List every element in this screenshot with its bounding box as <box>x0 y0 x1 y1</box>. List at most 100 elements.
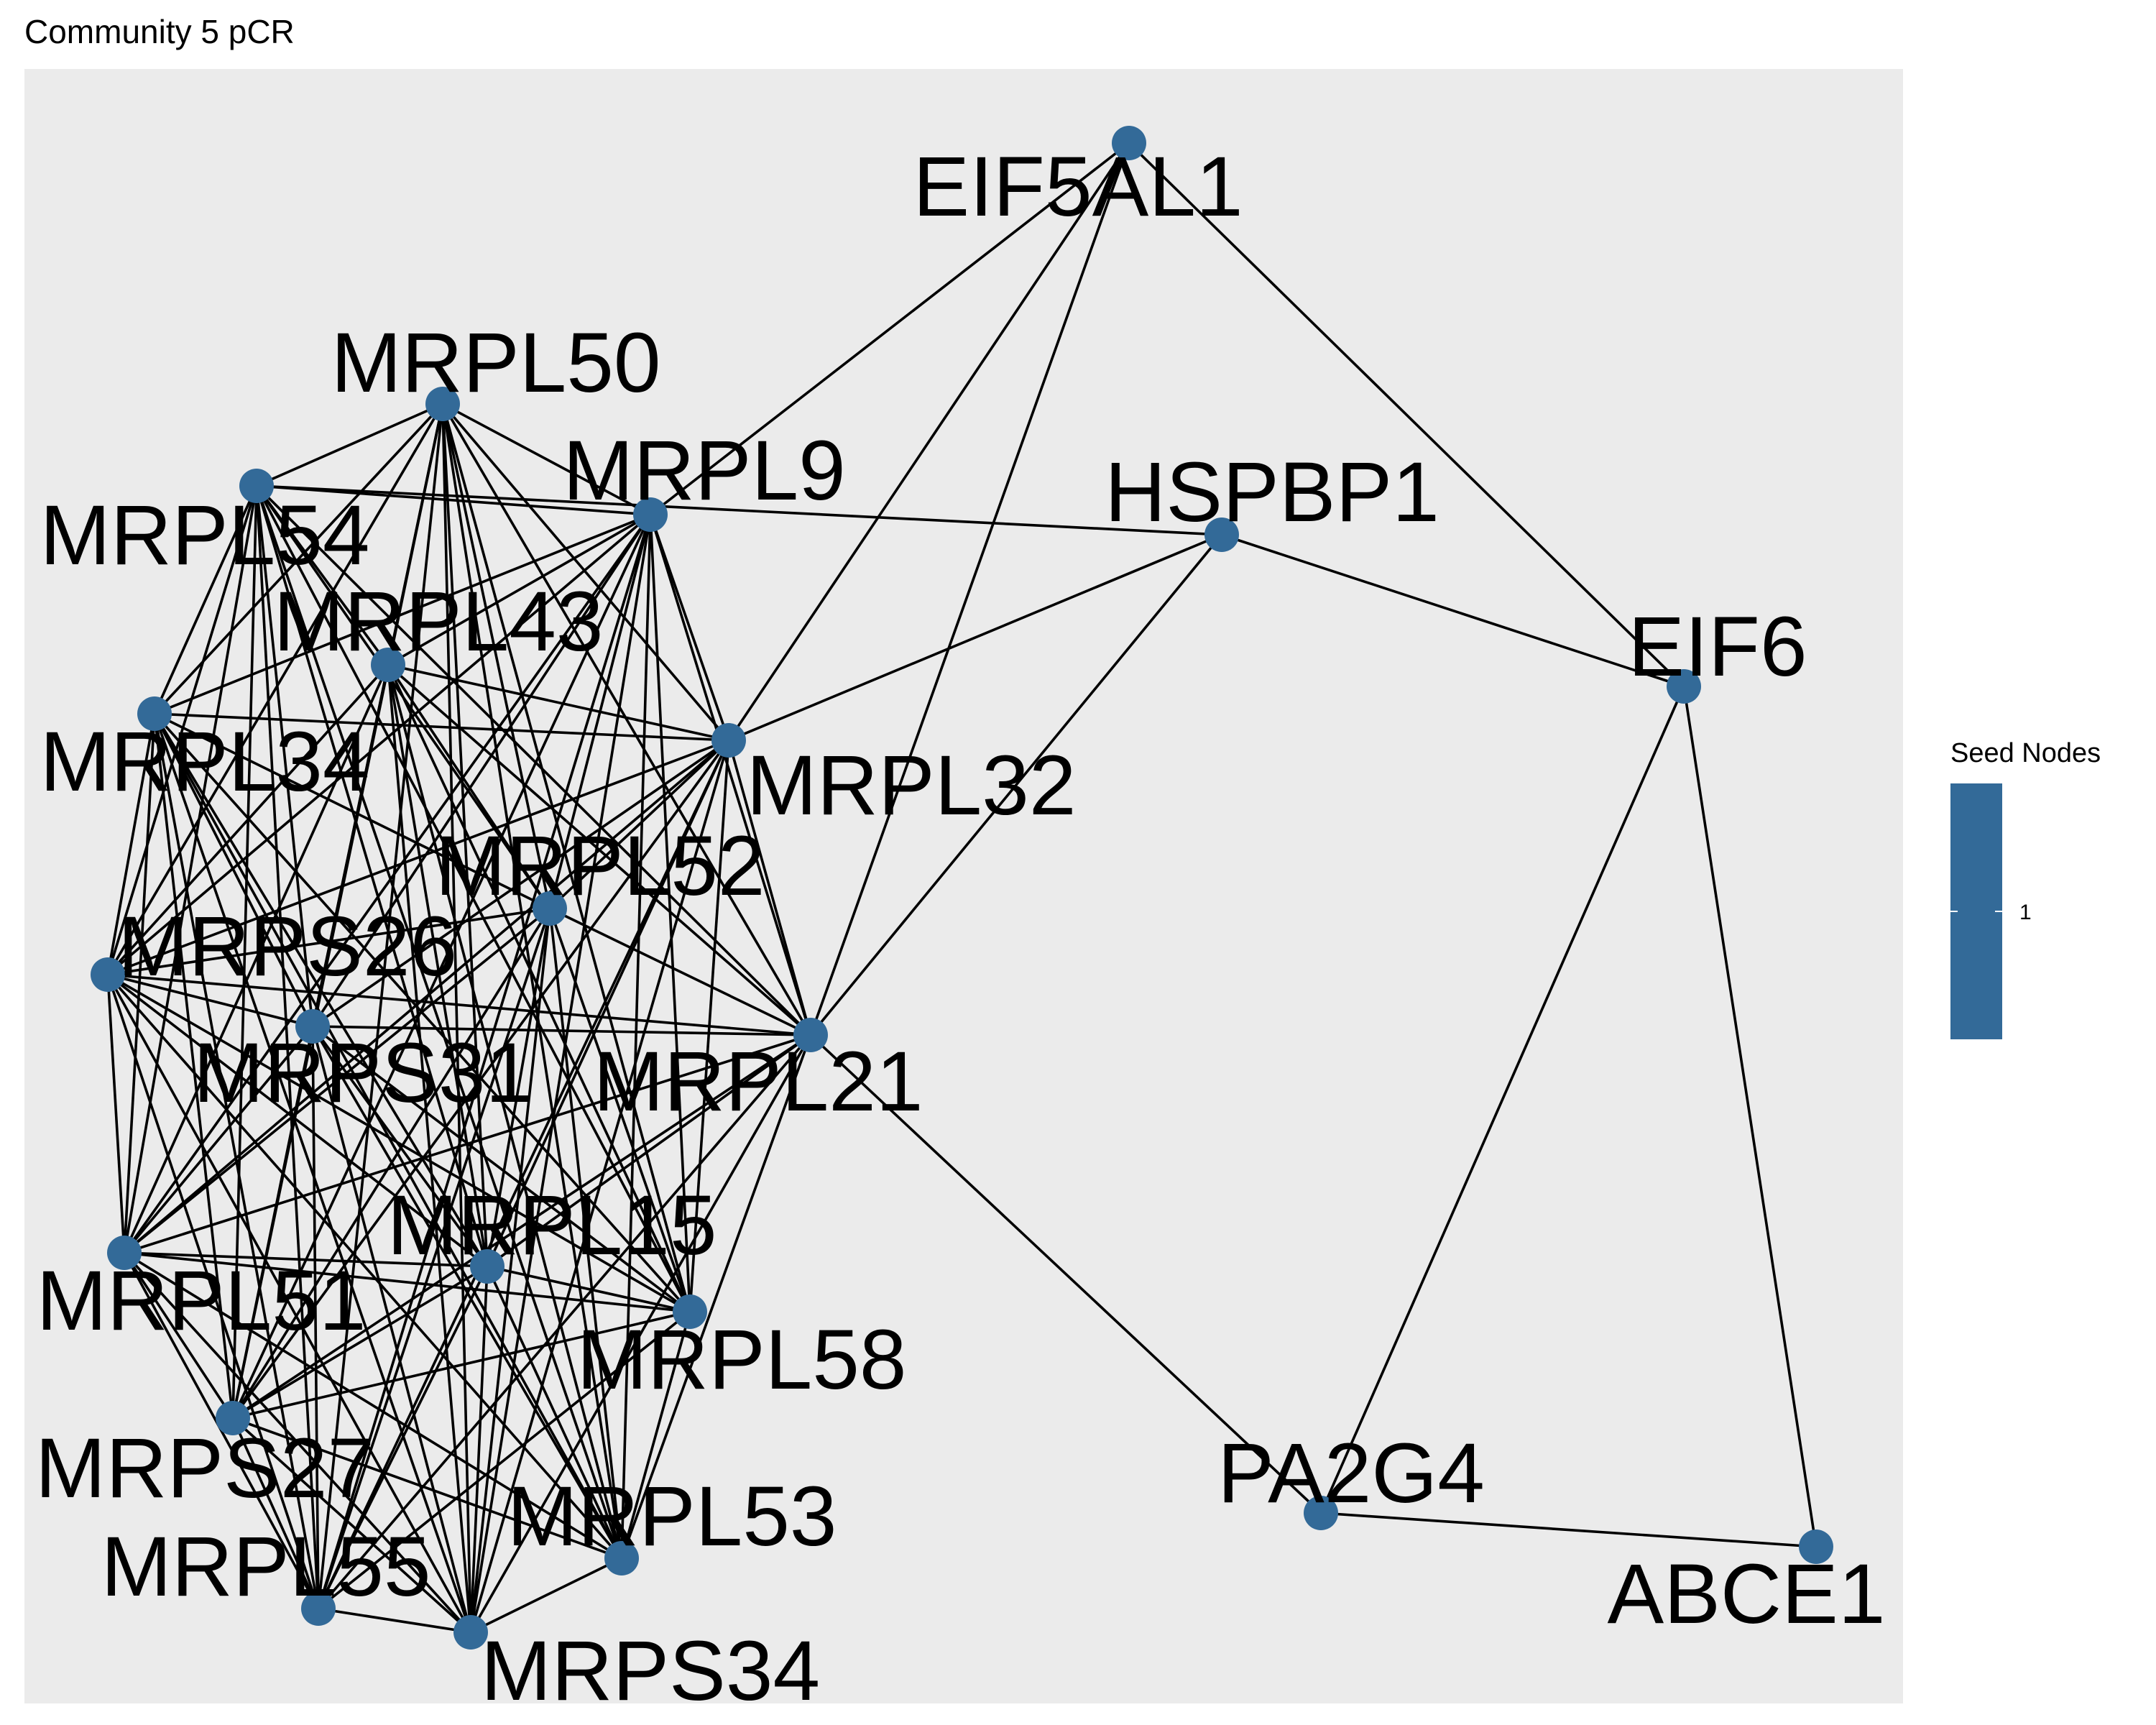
edge-mrpl32-mrps26 <box>107 739 729 976</box>
node-label-mrpl58: MRPL58 <box>576 1312 906 1407</box>
node-mrpl34 <box>137 696 172 731</box>
edge-mrps27-mrpl53 <box>232 1417 622 1560</box>
edge-mrpl32-mrpl51 <box>123 739 730 1254</box>
edge-mrpl34-mrps26 <box>106 713 156 975</box>
edge-mrpl9-mrpl34 <box>154 513 651 715</box>
edge-mrpl32-mrpl21 <box>727 740 812 1036</box>
edge-mrpl58-mrps27 <box>232 1310 691 1420</box>
edge-mrpl58-mrpl55 <box>317 1310 691 1610</box>
edge-mrpl50-mrpl32 <box>441 402 730 742</box>
edge-pa2g4-abce1 <box>1320 1512 1817 1548</box>
nodes-layer <box>91 126 1833 1650</box>
node-mrpl58 <box>673 1294 707 1329</box>
edge-mrpl51-mrpl53 <box>124 1251 622 1560</box>
node-mrpl51 <box>107 1236 142 1270</box>
edge-mrpl50-mrpl9 <box>442 402 651 516</box>
edges-layer <box>106 142 1818 1634</box>
node-label-mrps26: MRPS26 <box>118 899 457 994</box>
edge-mrpl34-mrps27 <box>153 713 234 1419</box>
node-label-mrpl50: MRPL50 <box>331 316 660 410</box>
edge-mrpl54-mrps31 <box>255 485 314 1027</box>
node-label-mrpl34: MRPL34 <box>40 714 369 809</box>
edge-mrps31-mrpl58 <box>311 1025 691 1313</box>
edge-mrpl43-mrpl32 <box>387 663 729 742</box>
edge-mrpl9-mrpl53 <box>620 514 652 1559</box>
node-label-eif5al1: EIF5AL1 <box>913 139 1243 234</box>
edge-mrpl15-mrpl55 <box>317 1266 489 1609</box>
edge-mrpl34-mrps31 <box>153 713 314 1027</box>
edge-mrpl52-mrpl55 <box>317 908 551 1609</box>
edge-mrpl9-mrps26 <box>106 513 652 976</box>
node-label-mrpl43: MRPL43 <box>273 574 603 669</box>
edge-mrps27-mrps34 <box>231 1417 472 1634</box>
node-label-mrpl15: MRPL15 <box>387 1178 717 1273</box>
edge-mrpl43-mrpl58 <box>387 664 691 1312</box>
node-mrps27 <box>216 1401 250 1435</box>
edge-mrpl52-mrpl51 <box>123 907 551 1254</box>
edge-hspbp1-mrpl21 <box>809 533 1223 1036</box>
edge-mrps31-mrpl53 <box>311 1026 623 1559</box>
edge-mrpl50-mrpl21 <box>441 403 812 1036</box>
edge-eif5al1-mrpl21 <box>809 142 1130 1036</box>
node-label-mrpl51: MRPL51 <box>36 1254 366 1348</box>
node-pa2g4 <box>1304 1496 1338 1530</box>
edge-mrps26-mrpl21 <box>107 973 811 1036</box>
figure-title: Community 5 pCR <box>24 13 295 50</box>
edge-mrpl50-mrpl54 <box>256 402 443 487</box>
edge-mrpl21-mrpl15 <box>486 1034 812 1268</box>
edge-mrpl43-mrpl52 <box>387 664 551 909</box>
edge-mrpl54-mrpl21 <box>255 484 812 1036</box>
node-label-eif6: EIF6 <box>1628 599 1807 694</box>
edge-mrpl34-mrpl32 <box>154 712 729 742</box>
edge-mrpl9-mrpl51 <box>123 513 652 1254</box>
edge-mrpl15-mrps34 <box>469 1266 489 1633</box>
node-label-mrps27: MRPS27 <box>35 1421 374 1516</box>
edge-mrpl54-mrps27 <box>231 485 258 1419</box>
edge-mrps26-mrps34 <box>106 974 472 1633</box>
node-abce1 <box>1799 1530 1833 1564</box>
edge-mrpl50-mrpl52 <box>441 403 551 909</box>
edge-eif5al1-mrpl9 <box>649 142 1130 516</box>
edge-mrpl34-mrpl52 <box>154 712 550 910</box>
edge-mrps26-mrpl51 <box>106 974 126 1254</box>
edge-mrps26-mrpl53 <box>106 973 623 1560</box>
node-hspbp1 <box>1204 518 1239 552</box>
edge-mrpl15-mrps27 <box>232 1265 488 1420</box>
node-label-pa2g4: PA2G4 <box>1217 1426 1485 1521</box>
edge-mrps26-mrps31 <box>107 973 313 1028</box>
node-mrpl50 <box>425 387 460 421</box>
node-label-mrpl54: MRPL54 <box>40 488 369 583</box>
node-eif6 <box>1667 669 1701 704</box>
node-label-hspbp1: HSPBP1 <box>1105 445 1439 540</box>
edge-mrpl54-mrpl34 <box>153 485 258 714</box>
edge-mrpl53-mrps34 <box>470 1557 622 1634</box>
edge-mrpl51-mrpl58 <box>124 1251 691 1313</box>
edge-mrpl51-mrps27 <box>123 1252 234 1419</box>
edge-mrpl52-mrpl58 <box>548 908 691 1312</box>
node-mrpl53 <box>604 1541 639 1576</box>
node-label-mrpl52: MRPL52 <box>435 819 765 914</box>
edge-mrpl15-mrpl51 <box>124 1251 488 1268</box>
edge-mrpl52-mrpl21 <box>549 907 811 1036</box>
node-mrpl21 <box>793 1018 828 1052</box>
node-mrpl15 <box>470 1249 505 1284</box>
edge-mrpl54-mrpl9 <box>256 484 651 516</box>
edge-mrpl54-mrpl51 <box>123 485 258 1254</box>
edge-mrpl58-mrpl53 <box>620 1311 691 1559</box>
legend-colorbar <box>1950 783 2002 1039</box>
node-mrpl43 <box>371 648 405 682</box>
node-mrpl32 <box>711 723 746 758</box>
legend-title: Seed Nodes <box>1950 738 2101 768</box>
edge-mrps31-mrpl15 <box>311 1025 489 1268</box>
edge-mrpl54-mrps26 <box>106 485 258 975</box>
edge-eif5al1-eif6 <box>1128 142 1685 688</box>
edge-mrpl32-mrpl55 <box>317 740 730 1609</box>
edge-mrpl54-mrpl53 <box>255 485 623 1559</box>
edge-eif6-abce1 <box>1682 686 1818 1547</box>
node-mrps31 <box>295 1009 330 1044</box>
edge-mrpl50-mrpl58 <box>441 403 691 1312</box>
node-label-mrps34: MRPS34 <box>481 1624 820 1719</box>
edge-mrpl9-mrpl55 <box>317 514 652 1609</box>
edge-mrpl15-mrpl53 <box>486 1266 623 1559</box>
